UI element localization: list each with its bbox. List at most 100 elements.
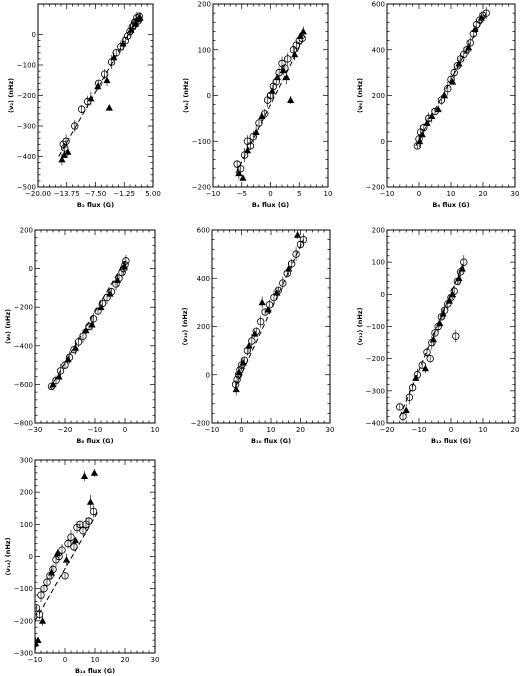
x-axis-label: B₁₀ flux (G) — [251, 437, 291, 445]
y-tick-label: −400 — [17, 153, 36, 161]
y-tick-label: 400 — [197, 275, 210, 283]
y-tick-label: −200 — [192, 184, 211, 192]
triangle-point — [252, 128, 260, 135]
triangle-point — [243, 146, 252, 154]
circle-point — [248, 337, 256, 345]
triangle-point — [416, 137, 424, 145]
triangle-point — [35, 636, 42, 644]
circle-point — [40, 584, 48, 593]
circle-point — [444, 84, 452, 93]
circle-point — [450, 68, 458, 77]
triangle-point — [402, 406, 410, 414]
x-tick-label: −10 — [28, 656, 43, 664]
y-tick-label: −800 — [14, 420, 33, 428]
triangle-point — [455, 274, 463, 282]
triangle-point — [429, 335, 437, 343]
triangle-point — [87, 94, 95, 102]
triangle-point — [80, 472, 89, 479]
circle-point — [460, 258, 468, 266]
x-tick-label: 20 — [121, 656, 130, 664]
triangle-point — [131, 20, 140, 27]
x-axis-label: B₆ flux (G) — [432, 201, 469, 209]
y-tick-label: −400 — [366, 420, 385, 428]
circle-point — [287, 260, 296, 268]
triangle-point — [232, 385, 240, 393]
triangle-point — [258, 112, 266, 119]
circle-point — [466, 39, 474, 47]
circle-point — [233, 375, 241, 384]
y-tick-label: −600 — [14, 381, 33, 389]
circle-point — [56, 367, 65, 375]
triangle-point — [283, 73, 291, 81]
x-tick-label: 30 — [326, 426, 335, 434]
data-layer — [231, 230, 308, 396]
triangle-point — [449, 78, 457, 85]
x-tick-label: 0 — [417, 190, 421, 198]
triangle-point — [103, 76, 111, 84]
triangle-point — [239, 174, 247, 181]
circle-point — [94, 307, 102, 315]
triangle-point — [423, 119, 431, 126]
x-tick-label: −7.50 — [85, 190, 106, 198]
panel-2: −10 −5 0 5 10 −200 −100 0 100 200 B₄ flux (G) ⟨ν₄⟩ … — [182, 1, 332, 210]
y-tick-label: 0 — [29, 553, 33, 561]
plot-frame — [34, 459, 156, 654]
x-tick-label: 10 — [151, 426, 160, 434]
circle-point — [77, 105, 86, 113]
y-tick-label: 0 — [381, 138, 385, 146]
x-tick-label: −10 — [206, 190, 221, 198]
x-tick-label: 30 — [151, 656, 160, 664]
triangle-point — [119, 40, 127, 47]
circle-point — [408, 383, 417, 392]
fit-line — [58, 12, 142, 157]
triangle-point — [287, 96, 295, 103]
y-tick-label: 100 — [198, 46, 211, 54]
circle-point — [61, 572, 69, 580]
triangle-point — [62, 556, 71, 563]
panel-3: −10 0 10 20 30 −200 0 200 400 600 B₆ flux (G) ⟨ν₆⟩ … — [356, 1, 519, 210]
x-tick-label: 0 — [239, 426, 243, 434]
triangle-point — [465, 43, 473, 51]
x-axis-label: B₄ flux (G) — [252, 201, 289, 209]
circle-point — [37, 591, 45, 599]
triangle-point — [436, 319, 444, 327]
triangle-point — [296, 32, 304, 39]
x-tick-label: 0 — [63, 656, 67, 664]
y-tick-label: 200 — [20, 227, 33, 235]
triangle-point — [64, 148, 72, 155]
circle-point — [100, 70, 109, 78]
circle-point — [405, 393, 414, 401]
y-tick-label: 600 — [372, 1, 385, 9]
triangle-point — [110, 53, 118, 61]
x-tick-label: 20 — [511, 426, 520, 434]
triangle-point — [49, 380, 57, 388]
triangle-point — [421, 364, 429, 372]
triangle-point — [299, 27, 307, 35]
triangle-point — [268, 87, 276, 94]
y-axis-label: ⟨ν₄⟩ (nHz) — [182, 78, 190, 113]
y-tick-label: −200 — [191, 420, 210, 428]
x-tick-label: 10 — [267, 426, 276, 434]
x-axis-label: B₈ flux (G) — [76, 437, 113, 445]
triangle-point — [293, 231, 302, 238]
panel-5: −10 0 10 20 30 −200 0 200 400 600 B₁₀ flux (G) ⟨ν₁₀… — [181, 227, 334, 446]
triangle-point — [285, 265, 293, 272]
triangle-point — [458, 265, 466, 272]
circle-point — [71, 122, 79, 130]
y-tick-label: −300 — [366, 387, 385, 395]
y-tick-label: 600 — [197, 227, 210, 235]
y-tick-label: −300 — [17, 123, 36, 131]
y-axis-label: ⟨ν₁₄⟩ (nHz) — [4, 537, 12, 575]
y-tick-label: 0 — [32, 31, 36, 39]
circle-point — [284, 55, 292, 63]
triangle-point — [105, 104, 113, 111]
x-tick-label: −10 — [380, 190, 395, 198]
y-tick-label: 300 — [20, 457, 33, 465]
y-tick-label: −100 — [17, 62, 36, 70]
triangle-point — [471, 25, 479, 33]
triangle-point — [64, 355, 72, 363]
circle-point — [265, 301, 274, 309]
x-tick-label: −10 — [412, 426, 427, 434]
triangle-point — [239, 359, 247, 366]
